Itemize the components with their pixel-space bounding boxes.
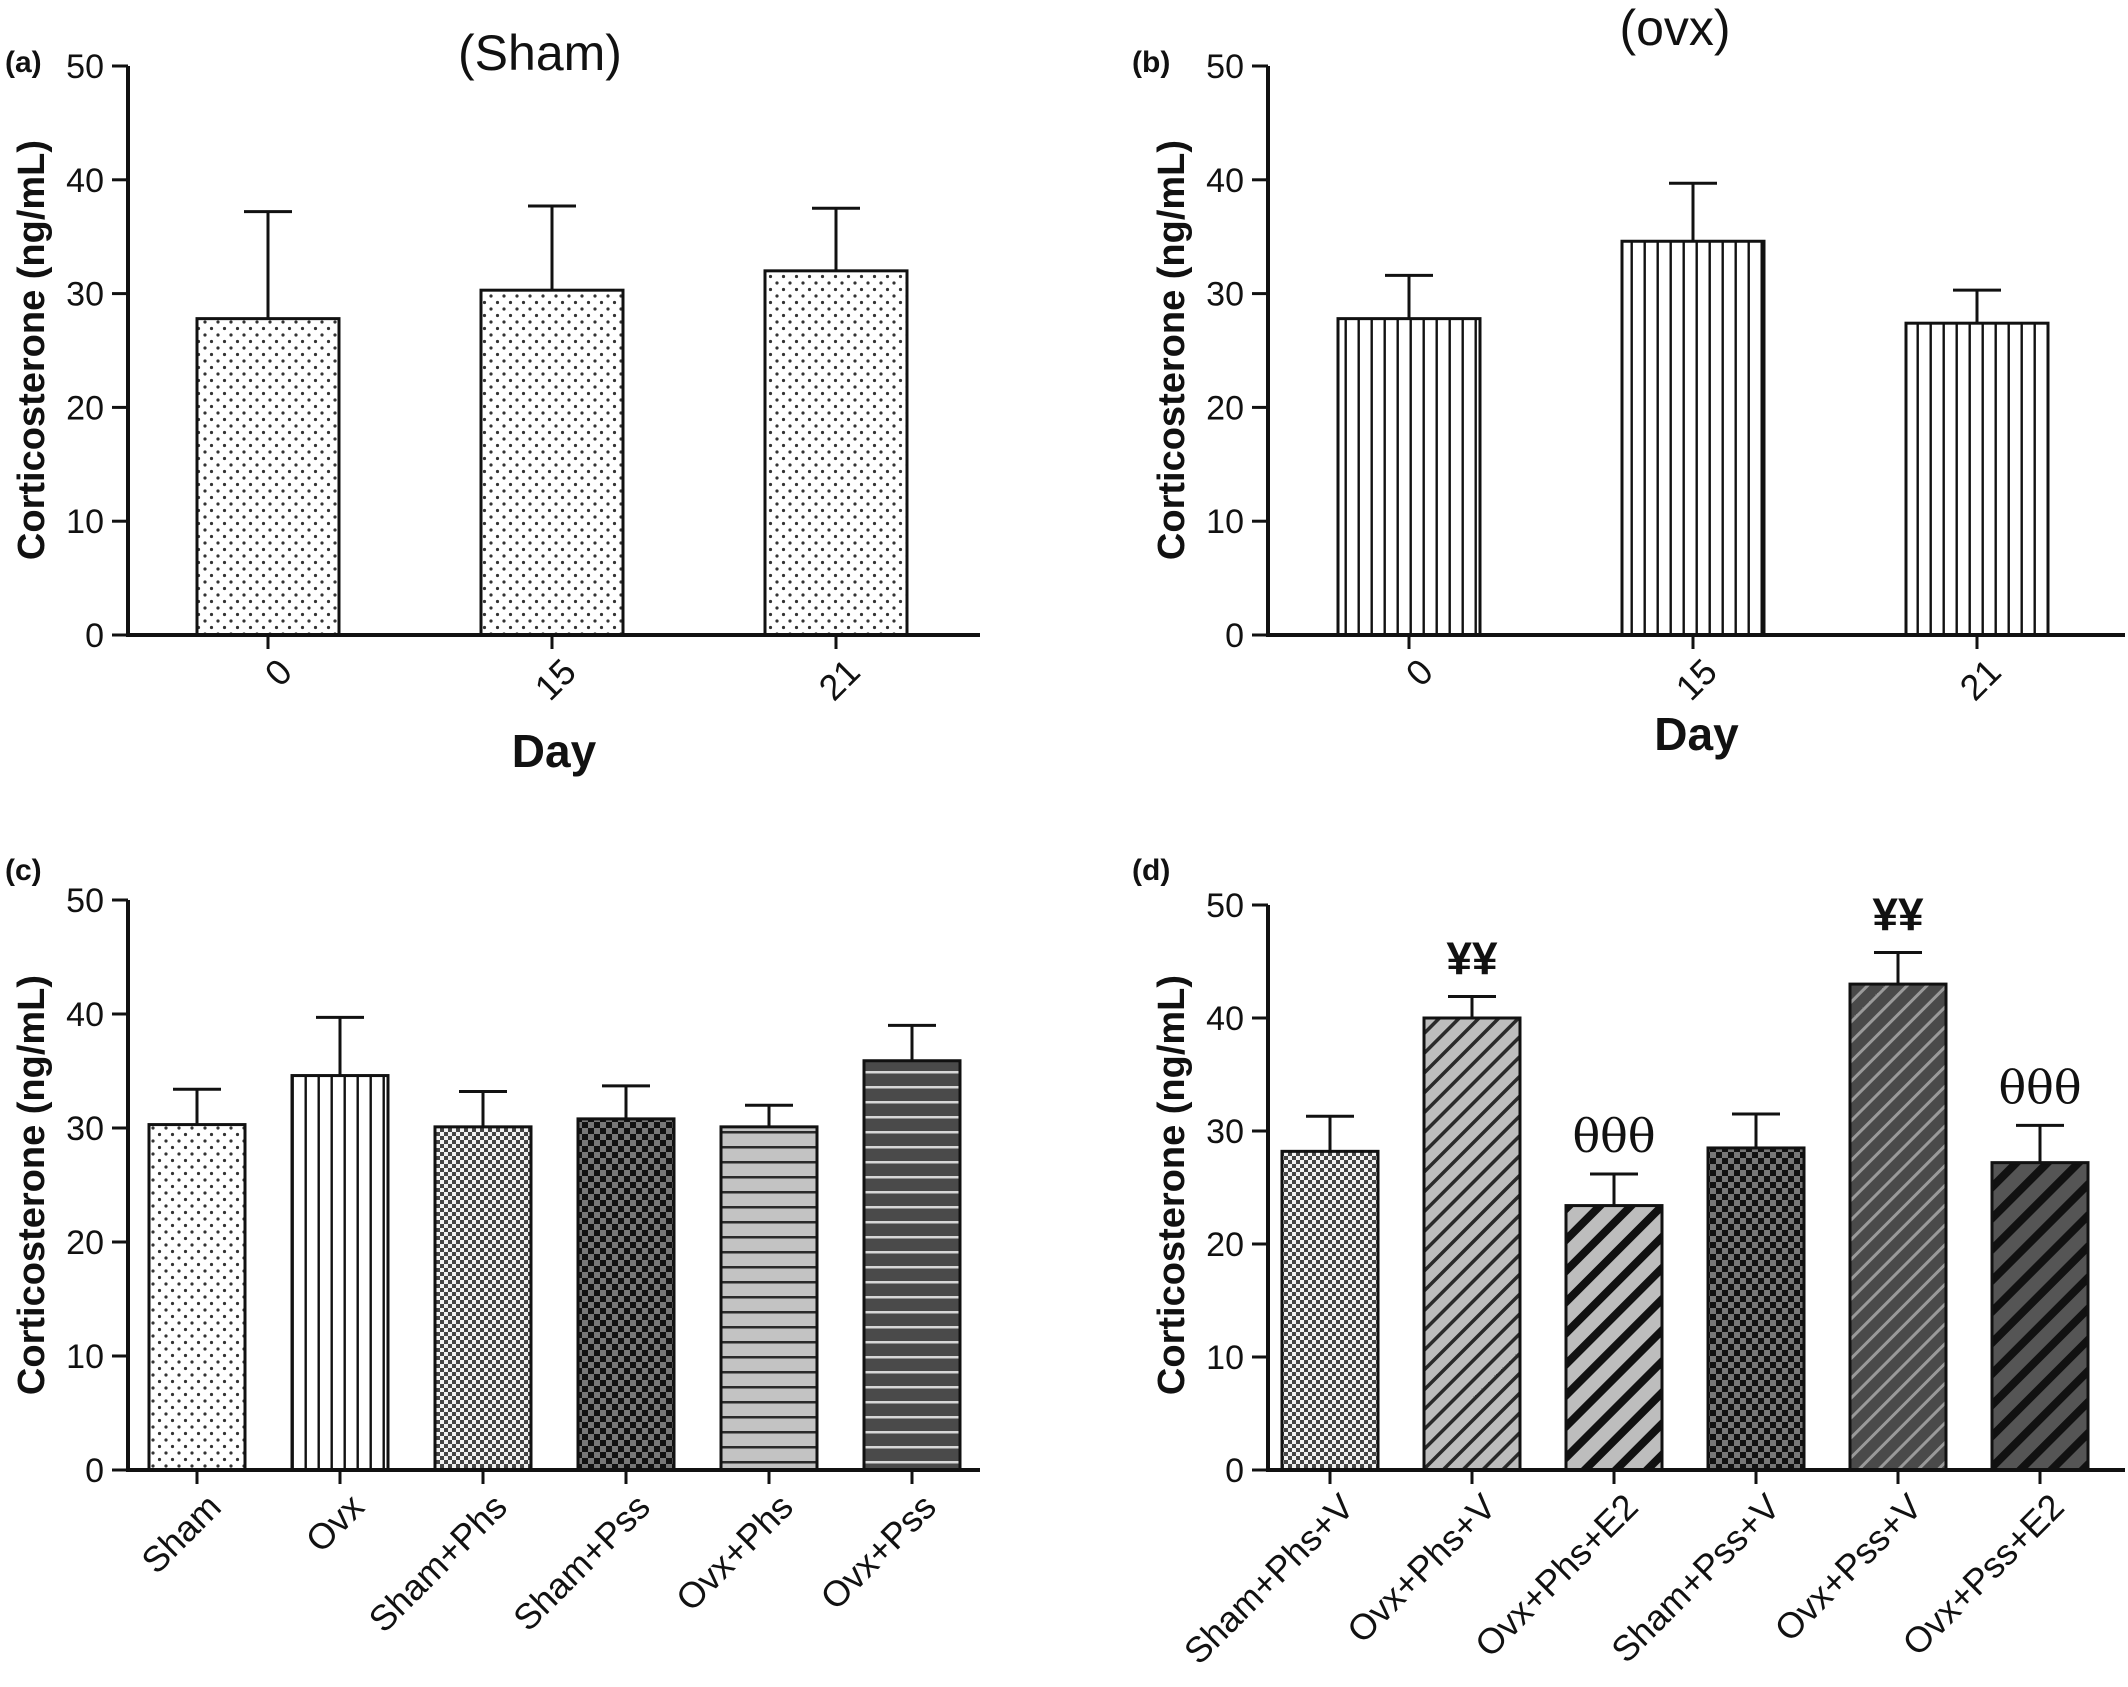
x-tick-label: 15 <box>1667 651 1724 708</box>
panel-label: (a) <box>5 46 42 79</box>
bar <box>433 1125 533 1472</box>
y-tick-label: 30 <box>1206 276 1244 314</box>
x-axis-label: Day <box>512 725 597 777</box>
y-tick-label: 20 <box>66 1224 104 1262</box>
y-tick-label: 50 <box>1206 48 1244 86</box>
bar <box>576 1117 676 1472</box>
panel-label: (d) <box>1132 854 1170 887</box>
x-tick-label: Sham+Phs+V <box>1176 1486 1362 1672</box>
bar <box>719 1125 819 1472</box>
x-tick-label: 21 <box>1951 651 2008 708</box>
y-axis-label: Corticosterone (ng/mL) <box>11 975 53 1395</box>
bar <box>1336 317 1482 637</box>
chart-panels: (a) (Sham) Corticosterone (ng/mL) Day 0 15 21 0… <box>5 0 2125 1672</box>
bar <box>1848 982 1948 1472</box>
significance-mark: ¥¥ <box>1872 888 1924 940</box>
x-tick-label: Sham+Pss <box>505 1486 658 1639</box>
y-tick-label: 30 <box>66 276 104 314</box>
y-tick-label: 20 <box>1206 389 1244 427</box>
x-tick-label: Ovx <box>298 1486 372 1560</box>
y-tick-label: 0 <box>1225 1452 1244 1490</box>
y-tick-label: 40 <box>66 162 104 200</box>
y-tick-label: 10 <box>1206 1339 1244 1377</box>
y-tick-label: 40 <box>66 996 104 1034</box>
y-tick-label: 50 <box>66 48 104 86</box>
y-tick-label: 10 <box>1206 503 1244 541</box>
panel-b: (b) (ovx) Corticosterone (ng/mL) Day 0 15 21 0 1… <box>1132 0 2125 760</box>
panel-label: (c) <box>5 854 42 887</box>
x-tick-label: Ovx+Phs <box>668 1486 801 1619</box>
y-tick-label: 40 <box>1206 1000 1244 1038</box>
x-tick-label: 21 <box>810 651 867 708</box>
panel-d: (d)Corticosterone (ng/mL)Sham+Phs+V¥¥Ovx… <box>1132 854 2125 1672</box>
bar <box>147 1123 247 1472</box>
y-tick-label: 20 <box>66 389 104 427</box>
y-axis-label: Corticosterone (ng/mL) <box>1151 975 1193 1395</box>
significance-mark: ¥¥ <box>1446 933 1498 985</box>
significance-mark: θθθ <box>1998 1060 2081 1114</box>
bar <box>763 269 909 637</box>
y-tick-label: 10 <box>66 503 104 541</box>
y-tick-label: 0 <box>1225 617 1244 655</box>
bar <box>1990 1161 2090 1472</box>
bar <box>1620 239 1766 637</box>
panel-a: (a) (Sham) Corticosterone (ng/mL) Day 0 15 21 0… <box>5 25 980 777</box>
bar <box>479 288 625 637</box>
y-tick-label: 30 <box>1206 1113 1244 1151</box>
x-tick-label: Ovx+Pss <box>812 1486 944 1618</box>
y-axis-label: Corticosterone (ng/mL) <box>1151 140 1193 560</box>
bar <box>1422 1016 1522 1472</box>
bar <box>1564 1204 1664 1472</box>
y-axis-label: Corticosterone (ng/mL) <box>11 140 53 560</box>
bar <box>1280 1149 1380 1472</box>
significance-mark: θθθ <box>1572 1109 1655 1163</box>
y-tick-label: 10 <box>66 1338 104 1376</box>
bar <box>862 1059 962 1472</box>
y-tick-label: 40 <box>1206 162 1244 200</box>
y-tick-label: 30 <box>66 1110 104 1148</box>
x-tick-label: 0 <box>257 651 300 694</box>
bar <box>1904 321 2050 637</box>
x-tick-label: Sham+Phs <box>361 1486 515 1640</box>
y-tick-label: 20 <box>1206 1226 1244 1264</box>
x-tick-label: 0 <box>1398 651 1441 694</box>
bar <box>290 1074 390 1472</box>
x-axis-label: Day <box>1654 708 1739 760</box>
chart-title: (ovx) <box>1619 0 1730 56</box>
chart-title: (Sham) <box>458 25 622 81</box>
bar <box>195 317 341 637</box>
y-tick-label: 50 <box>1206 887 1244 925</box>
panel-label: (b) <box>1132 46 1170 79</box>
x-tick-label: 15 <box>526 651 583 708</box>
bar <box>1706 1146 1806 1472</box>
y-tick-label: 50 <box>66 882 104 920</box>
y-tick-label: 0 <box>85 617 104 655</box>
panel-c: (c) Corticosterone (ng/mL) Sham OvxSham+Phs… <box>5 854 980 1640</box>
x-tick-label: Sham <box>133 1486 228 1581</box>
y-tick-label: 0 <box>85 1452 104 1490</box>
